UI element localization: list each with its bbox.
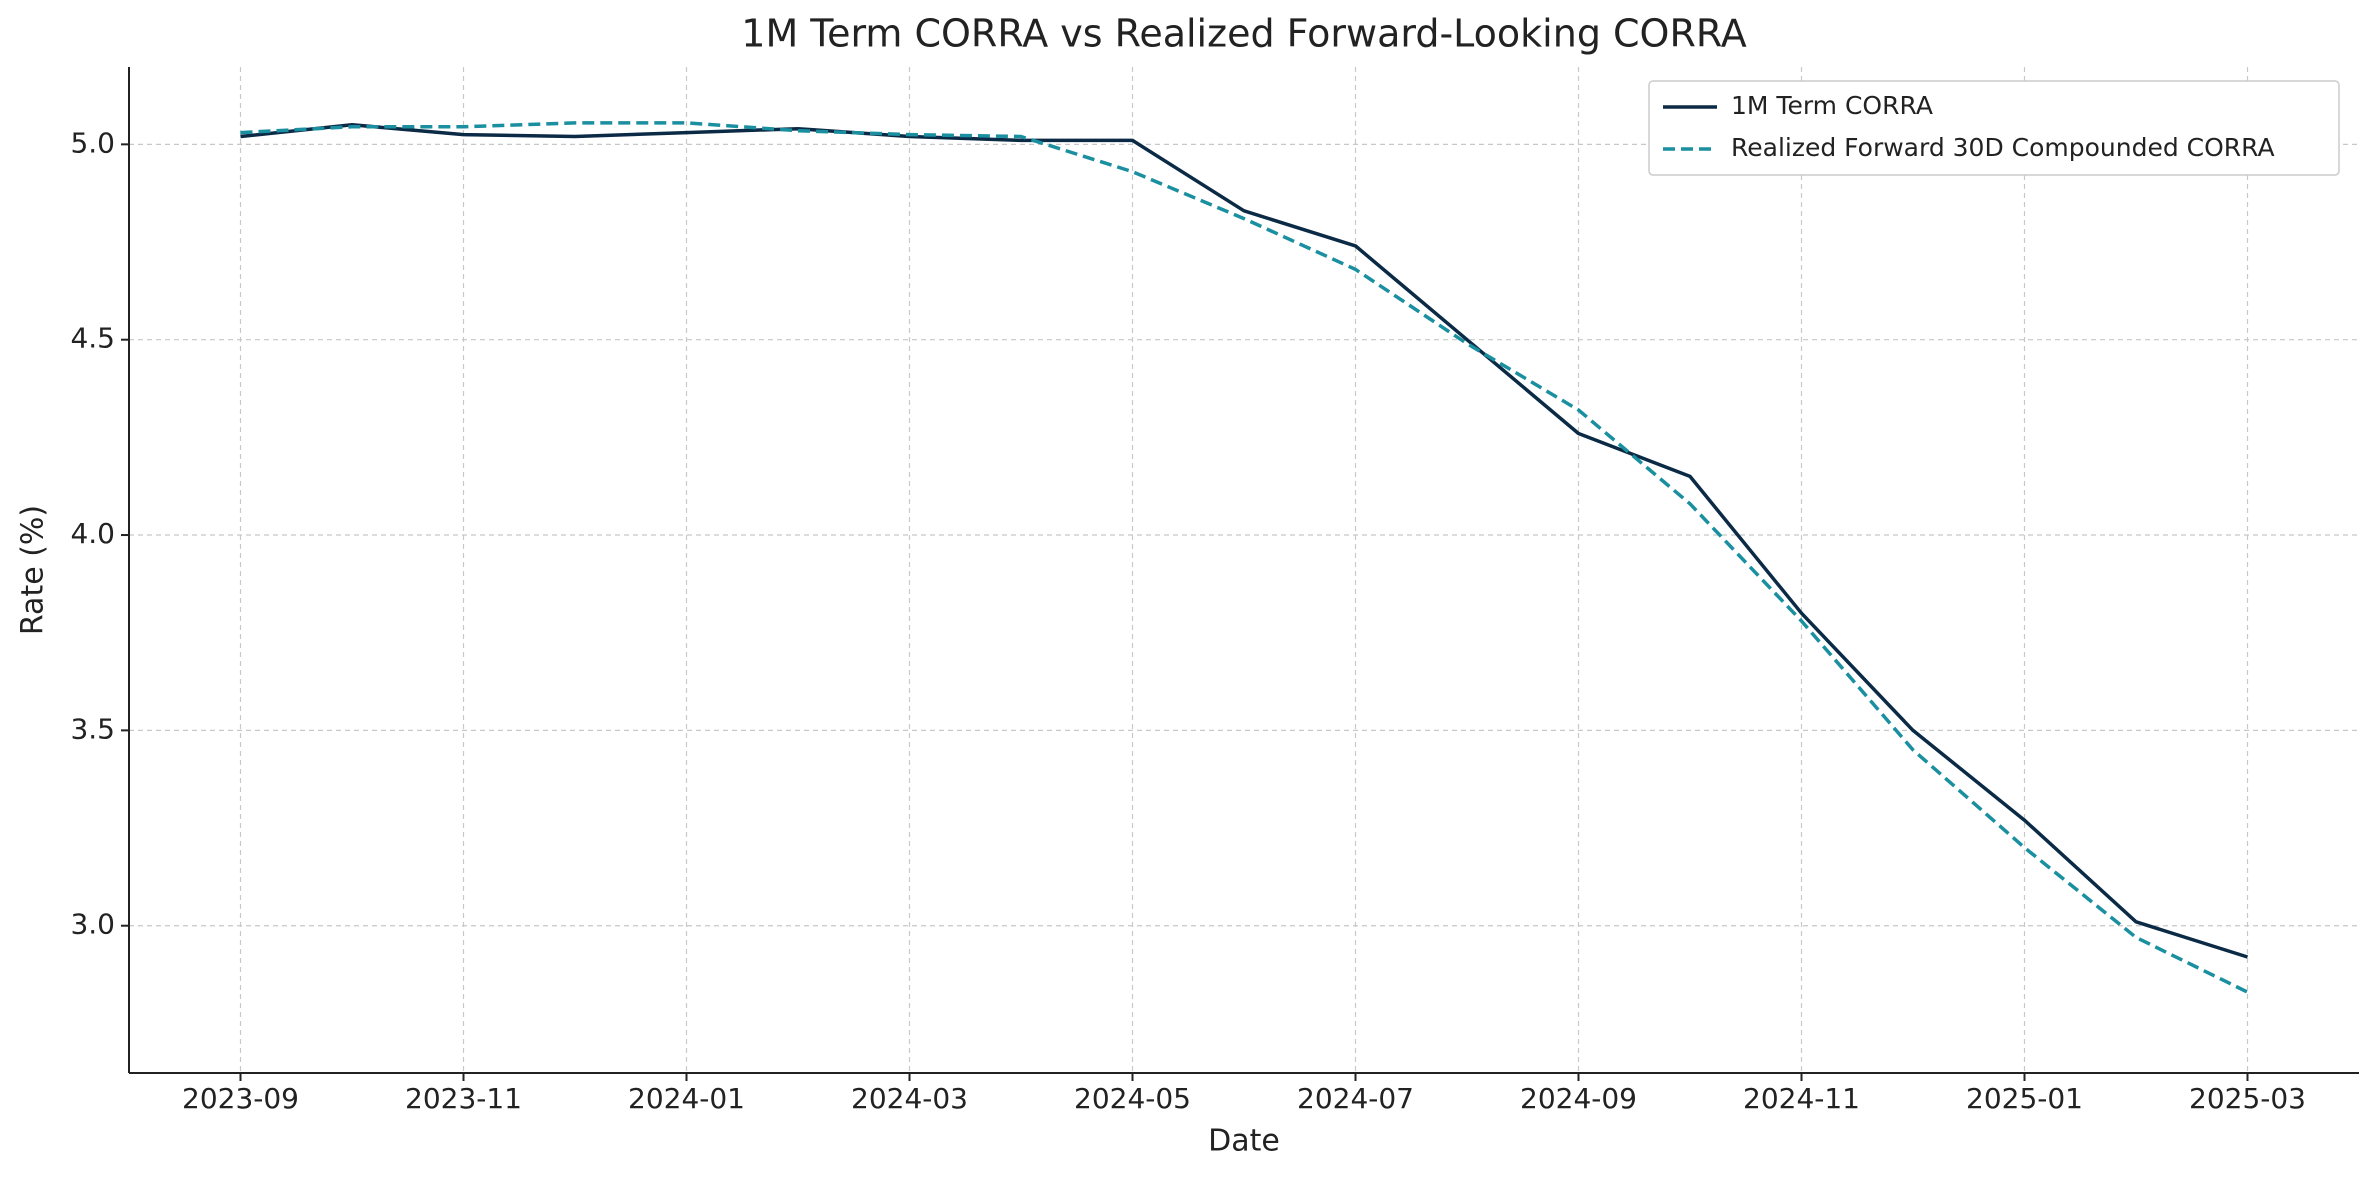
x-tick-label: 2024-01 [628,1082,745,1115]
x-tick-label: 2023-09 [182,1082,299,1115]
x-tick-label: 2024-11 [1743,1082,1860,1115]
chart-title: 1M Term CORRA vs Realized Forward-Lookin… [741,12,1746,56]
x-tick-label: 2025-01 [1966,1082,2083,1115]
series-line [240,123,2249,959]
y-tick-label: 5.0 [70,126,115,159]
y-tick-label: 4.5 [70,322,115,355]
y-tick-label: 3.0 [70,908,115,941]
x-tick-label: 2024-05 [1074,1082,1191,1115]
legend-box [1648,80,2340,176]
x-tick-label: 2024-03 [851,1082,968,1115]
y-axis-label: Rate (%) [16,505,51,635]
x-tick-label: 2023-11 [405,1082,522,1115]
x-axis-label: Date [1208,1124,1280,1159]
legend-label: 1M Term CORRA [1731,91,1933,120]
series-line [240,121,2249,994]
legend: 1M Term CORRA Realized Forward 30D Compou… [1648,80,2340,176]
legend-label: Realized Forward 30D Compounded CORRA [1731,133,2275,162]
y-tick-label: 4.0 [70,517,115,550]
x-tick-label: 2024-07 [1297,1082,1414,1115]
x-tick-label: 2025-03 [2189,1082,2306,1115]
y-tick-label: 3.5 [70,712,115,745]
x-tick-label: 2024-09 [1520,1082,1637,1115]
